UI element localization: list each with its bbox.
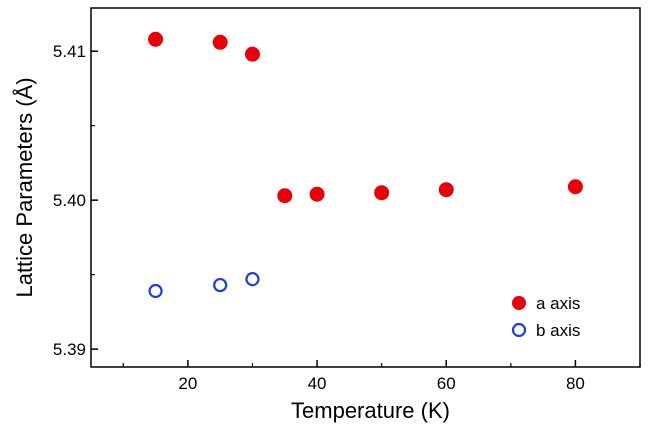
legend-a-axis-marker [512, 296, 526, 310]
y-tick-label: 5.41 [53, 42, 86, 61]
axis-ticks [91, 50, 641, 367]
b-axis-point [213, 277, 228, 293]
a-axis-point [309, 186, 325, 202]
legend-b-axis-marker [511, 322, 527, 338]
x-tick-label: 40 [308, 374, 327, 393]
tick-labels: 20 40 60 80 5.39 5.40 5.41 [53, 42, 585, 393]
a-axis-point [567, 179, 583, 195]
y-axis-title: Lattice Parameters (Å) [12, 77, 37, 297]
x-tick-label: 20 [178, 374, 197, 393]
b-axis-point [245, 272, 260, 287]
legend-a-axis-label: a axis [536, 294, 580, 313]
y-tick-label: 5.39 [53, 340, 86, 359]
data-points [148, 31, 583, 299]
b-axis-point [148, 283, 163, 299]
plot-area [90, 7, 641, 368]
a-axis-point [277, 188, 293, 204]
x-axis-title: Temperature (K) [291, 398, 450, 423]
a-axis-point [374, 185, 390, 201]
legend-b-axis-label: b axis [536, 321, 580, 340]
a-axis-point [212, 34, 228, 50]
x-tick-label: 60 [437, 374, 456, 393]
legend: a axis b axis [511, 294, 580, 340]
y-tick-label: 5.40 [53, 191, 86, 210]
a-axis-point [148, 31, 164, 47]
x-tick-label: 80 [566, 374, 585, 393]
a-axis-point [244, 46, 260, 62]
a-axis-point [438, 182, 454, 198]
